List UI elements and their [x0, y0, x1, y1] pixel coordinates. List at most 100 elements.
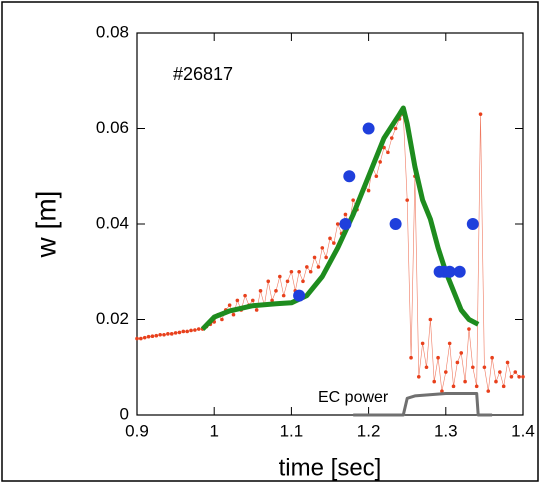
data-point: [513, 370, 518, 374]
data-point: [351, 198, 355, 202]
data-point: [432, 379, 437, 384]
data-point: [181, 329, 186, 334]
data-point: [235, 298, 240, 303]
data-point: [289, 269, 294, 274]
data-point: [447, 341, 452, 346]
data-point: [166, 332, 170, 336]
data-point: [453, 265, 466, 278]
data-point: [177, 330, 182, 335]
y-tick-label: 0.02: [96, 309, 129, 328]
data-point: [374, 174, 379, 179]
data-point: [466, 218, 479, 230]
data-point: [142, 335, 147, 340]
data-point: [505, 360, 510, 365]
data-point: [312, 255, 317, 260]
data-point: [332, 241, 336, 245]
data-point: [463, 379, 467, 384]
x-tick-label: 1: [209, 421, 218, 440]
data-point: [498, 370, 502, 374]
data-point: [362, 122, 375, 135]
data-point: [135, 336, 139, 341]
data-point: [274, 289, 278, 293]
data-point: [386, 150, 390, 155]
data-point: [517, 375, 521, 379]
data-point: [490, 355, 494, 360]
y-tick-label: 0.06: [96, 118, 129, 137]
data-point: [173, 331, 178, 335]
data-point: [405, 198, 410, 202]
data-point: [459, 351, 464, 355]
data-point: [440, 389, 444, 393]
data-point: [343, 170, 356, 183]
data-point: [196, 327, 201, 331]
data-point: [278, 274, 282, 279]
shot-annotation: #26817: [173, 64, 233, 84]
data-point: [467, 327, 471, 331]
data-point: [366, 188, 371, 193]
plot-area: [136, 32, 524, 416]
x-tick-label: 0.9: [125, 421, 149, 440]
data-point: [169, 332, 174, 336]
data-point: [154, 333, 159, 338]
x-tick-label: 1.1: [280, 421, 304, 440]
data-point: [146, 334, 151, 339]
data-point: [436, 355, 440, 360]
data-point: [324, 255, 328, 260]
data-point: [297, 269, 301, 274]
data-point: [305, 265, 309, 269]
data-point: [254, 308, 259, 312]
data-point: [428, 317, 433, 322]
x-axis-label: time [sec]: [279, 454, 382, 481]
data-point: [316, 265, 321, 269]
data-point: [389, 218, 402, 230]
data-point: [308, 269, 313, 274]
data-point: [266, 279, 271, 284]
data-point: [378, 160, 382, 164]
data-point: [185, 329, 189, 334]
data-point: [285, 279, 290, 284]
data-point: [270, 298, 274, 303]
data-point: [231, 312, 236, 317]
data-point: [478, 112, 483, 116]
data-point: [389, 136, 394, 140]
data-point: [482, 365, 487, 370]
data-point: [424, 365, 429, 370]
data-point: [162, 332, 166, 337]
data-point: [443, 265, 456, 278]
data-point: [486, 389, 491, 393]
data-point: [393, 126, 398, 131]
series-line: [353, 392, 493, 417]
data-point: [320, 246, 325, 250]
data-point: [150, 334, 155, 339]
data-point: [328, 236, 332, 241]
data-point: [416, 375, 421, 379]
data-point: [474, 384, 479, 389]
data-point: [444, 370, 448, 374]
data-point: [139, 336, 143, 341]
data-point: [339, 218, 352, 230]
data-point: [251, 298, 255, 303]
data-point: [451, 384, 456, 389]
y-tick-label: 0.04: [96, 213, 129, 232]
data-point: [189, 328, 193, 333]
data-point: [521, 375, 525, 379]
data-point: [494, 379, 498, 384]
data-point: [420, 341, 425, 346]
x-tick-label: 1.3: [434, 421, 458, 440]
data-point: [281, 293, 286, 298]
y-tick-label: 0: [120, 404, 129, 423]
data-point: [258, 289, 263, 293]
data-point: [409, 355, 413, 360]
data-point: [220, 317, 224, 322]
data-point: [158, 332, 162, 337]
data-point: [509, 375, 514, 379]
data-point: [243, 293, 247, 298]
y-tick-label: 0.08: [96, 22, 129, 41]
ec-power-annotation: EC power: [318, 389, 389, 406]
data-point: [293, 289, 306, 302]
x-tick-label: 1.4: [511, 421, 535, 440]
x-tick-label: 1.2: [357, 421, 381, 440]
data-point: [471, 365, 475, 370]
data-point: [455, 360, 460, 365]
